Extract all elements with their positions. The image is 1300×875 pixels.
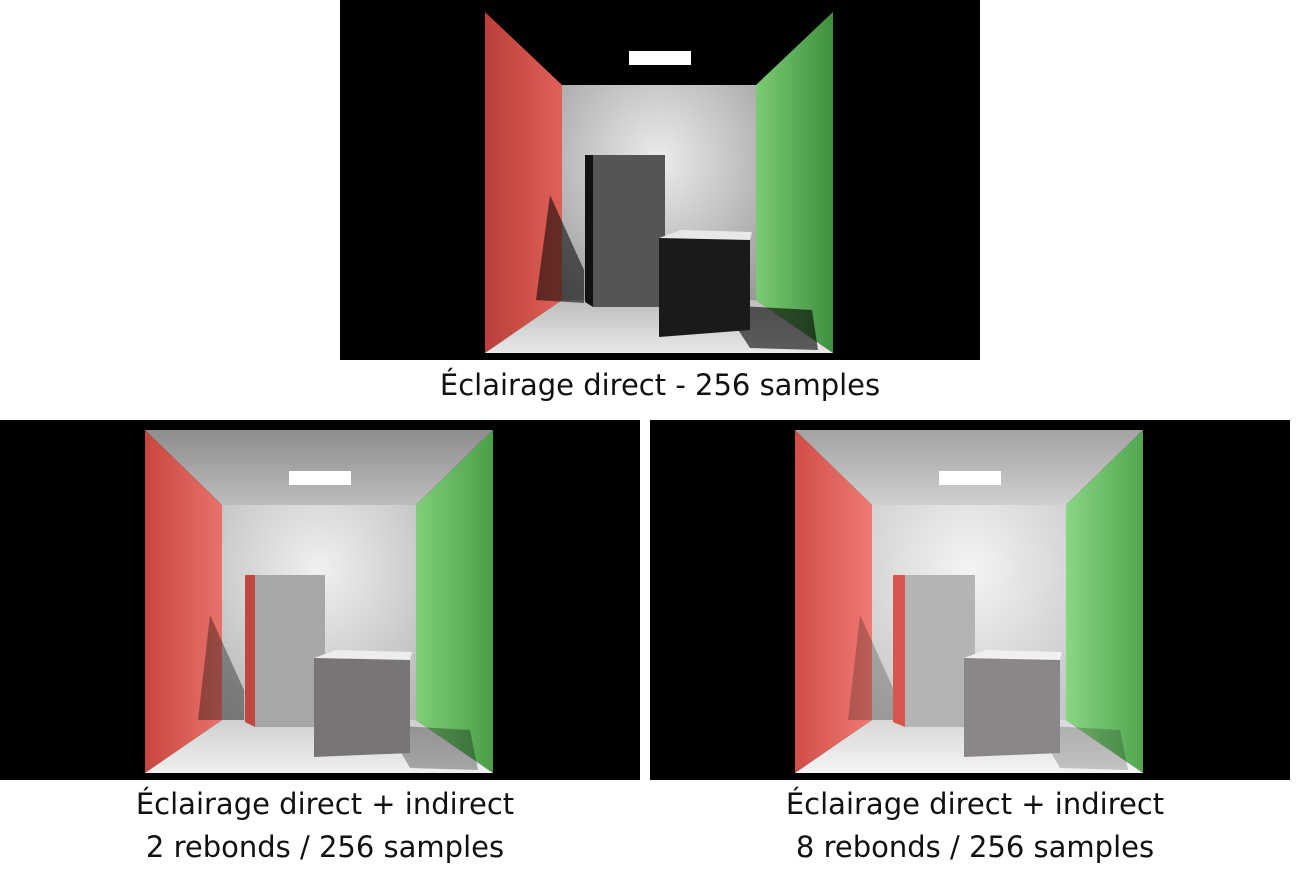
caption-direct-line: Éclairage direct - 256 samples: [439, 368, 881, 402]
cornell-box-image-8-bounces: [650, 420, 1290, 780]
cornell-box-render-direct: [340, 0, 980, 360]
cornell-box-render-8-bounces: [650, 420, 1290, 780]
caption-2-bounces-line-1: Éclairage direct + indirect: [135, 787, 515, 821]
caption-8-bounces: Éclairage direct + indirect 8 rebonds / …: [650, 783, 1300, 869]
caption-2-bounces: Éclairage direct + indirect 2 rebonds / …: [0, 783, 650, 869]
caption-2-bounces-line-2: 2 rebonds / 256 samples: [145, 830, 505, 864]
caption-8-bounces-line-2: 8 rebonds / 256 samples: [795, 830, 1155, 864]
caption-direct: Éclairage direct - 256 samples: [340, 364, 980, 407]
caption-8-bounces-line-1: Éclairage direct + indirect: [785, 787, 1165, 821]
cornell-box-image-2-bounces: [0, 420, 640, 780]
cornell-box-render-2-bounces: [0, 420, 640, 780]
cornell-box-image-direct: [340, 0, 980, 360]
